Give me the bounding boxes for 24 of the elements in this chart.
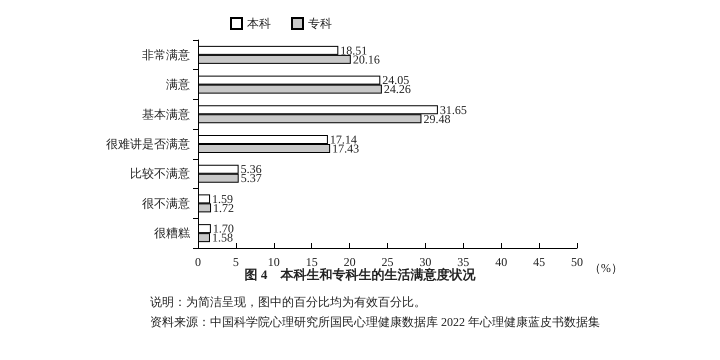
y-tick-label: 基本满意	[142, 107, 190, 122]
legend-label: 本科	[247, 16, 271, 30]
y-tick-label: 很糟糕	[154, 226, 190, 240]
x-tick-label: 40	[495, 255, 508, 269]
x-tick-label: 10	[268, 255, 280, 269]
text: 说明：为简洁呈现，图中的百分比均为有效百分比。	[150, 295, 426, 309]
x-tick-label: 20	[344, 255, 356, 269]
x-tick-label: 30	[419, 255, 432, 269]
y-tick-label: 很难讲是否满意	[106, 137, 190, 151]
y-tick-label: 满意	[166, 78, 190, 92]
text: 资料来源：中国科学院心理研究所国民心理健康数据库 2022 年心理健康蓝皮书数据集	[150, 315, 600, 329]
x-tick-label: 25	[382, 255, 394, 269]
x-tick-label: 15	[306, 255, 318, 269]
y-tick-label: 很不满意	[142, 196, 190, 210]
x-tick-label: 0	[195, 255, 201, 269]
x-tick-label: 35	[457, 255, 470, 269]
x-tick-label: 5	[232, 255, 239, 269]
text: 图 4 本科生和专科生的生活满意度状况	[244, 267, 476, 282]
x-tick-label: 50	[571, 255, 583, 269]
x-axis-title: （%）	[588, 261, 623, 275]
y-tick-label: 非常满意	[142, 48, 190, 62]
x-tick-label: 45	[533, 255, 546, 269]
legend-label: 专科	[308, 16, 332, 30]
y-tick-label: 比较不满意	[130, 166, 190, 181]
